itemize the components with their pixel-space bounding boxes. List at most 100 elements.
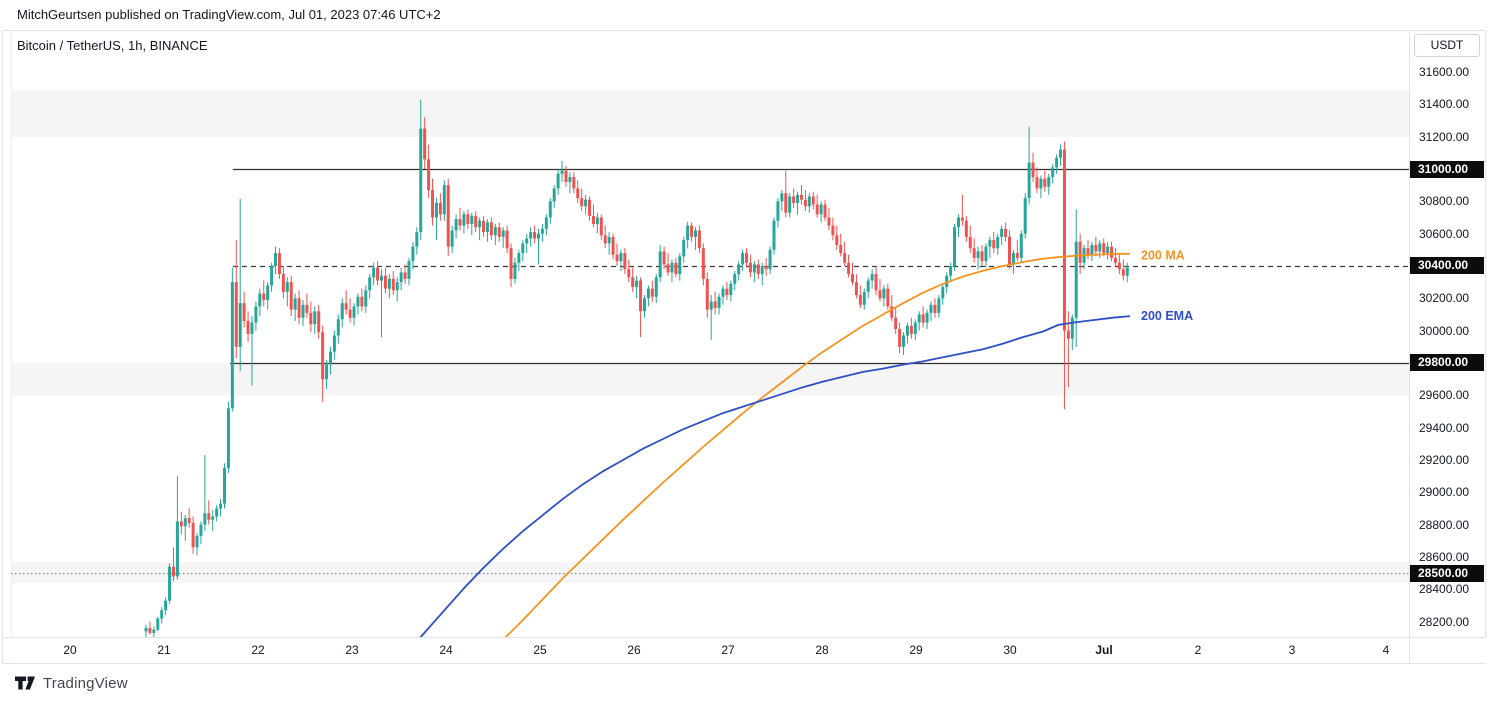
price-tick-28800: 28800.00 xyxy=(1419,517,1470,532)
candle-body xyxy=(878,290,882,299)
candle-body xyxy=(376,267,380,281)
price-tick-30800: 30800.00 xyxy=(1419,194,1470,209)
candle-body xyxy=(564,170,568,182)
candle-body xyxy=(807,196,811,207)
candle-body xyxy=(368,277,372,291)
candle-body xyxy=(1043,178,1047,187)
candle-body xyxy=(686,225,690,241)
tradingview-logo-icon[interactable] xyxy=(14,673,36,693)
candle-body xyxy=(160,610,164,619)
candle-body xyxy=(992,240,996,249)
candle-body xyxy=(603,235,607,244)
candle-body xyxy=(356,296,360,307)
candle-body xyxy=(701,248,705,279)
candle-body xyxy=(945,275,949,288)
candle-body xyxy=(909,325,913,334)
candle-body xyxy=(250,322,254,334)
candle-body xyxy=(623,253,627,270)
candle-body xyxy=(156,618,160,630)
candle-body xyxy=(642,298,646,312)
candle-body xyxy=(254,306,258,323)
candle-body xyxy=(599,217,603,236)
candle-body xyxy=(968,236,972,249)
200-ema-line[interactable] xyxy=(419,315,1131,637)
candle-body xyxy=(650,288,654,297)
price-axis[interactable]: USDT 31600.00 31400.00 31200.00 30800.00 306… xyxy=(1409,31,1485,637)
candle-body xyxy=(788,196,792,213)
candle-body xyxy=(1094,244,1098,252)
candle-body xyxy=(144,628,148,632)
candle-body xyxy=(325,364,329,380)
candle-body xyxy=(462,214,466,226)
candle-body xyxy=(811,196,815,205)
candle-body xyxy=(411,246,415,262)
candle-body xyxy=(152,629,156,633)
time-label-29: 29 xyxy=(909,643,923,657)
candle-body xyxy=(902,335,906,347)
price-band xyxy=(11,89,1409,137)
candle-body xyxy=(395,282,399,291)
candle-body xyxy=(1125,267,1129,276)
200-ma-line[interactable] xyxy=(504,252,1131,637)
candle-body xyxy=(972,248,976,258)
candle-body xyxy=(799,194,803,200)
candle-body xyxy=(427,159,431,191)
candle-body xyxy=(756,264,760,275)
candle-body xyxy=(493,227,497,236)
time-label-4: 4 xyxy=(1382,643,1390,657)
candle-body xyxy=(1102,243,1106,254)
currency-toggle-button[interactable]: USDT xyxy=(1414,34,1480,57)
candle-body xyxy=(1035,177,1039,189)
candle-body xyxy=(148,628,152,633)
candle-body xyxy=(1047,177,1051,187)
candle-body xyxy=(517,253,521,263)
candle-body xyxy=(690,225,694,237)
candle-body xyxy=(301,304,305,318)
candle-body xyxy=(348,309,352,318)
candle-body xyxy=(501,230,505,237)
candle-body xyxy=(815,204,819,215)
candle-body xyxy=(336,319,340,336)
candle-body xyxy=(635,280,639,288)
footer-brand-text[interactable]: TradingView xyxy=(43,674,128,692)
time-axis[interactable]: 20 21 22 23 24 25 26 27 28 29 30 Jul 2 3 4 xyxy=(3,637,1486,664)
candle-body xyxy=(580,198,584,207)
candle-body xyxy=(1059,149,1063,158)
candle-body xyxy=(485,222,489,233)
price-tick-28400: 28400.00 xyxy=(1419,582,1470,597)
candle-body xyxy=(505,230,509,249)
candle-body xyxy=(851,274,854,283)
price-tick-31400: 31400.00 xyxy=(1419,97,1470,112)
price-tick-28200: 28200.00 xyxy=(1419,614,1470,629)
symbol-title[interactable]: Bitcoin / TetherUS, 1h, BINANCE xyxy=(17,38,208,53)
candle-body xyxy=(293,298,297,310)
candle-body xyxy=(1121,269,1125,276)
candle-body xyxy=(631,277,635,288)
price-chart-plot[interactable]: 200 MA 200 EMA xyxy=(3,31,1409,637)
candle-body xyxy=(1110,246,1114,258)
candle-body xyxy=(285,282,289,292)
candle-body xyxy=(996,236,1000,249)
candle-body xyxy=(745,253,749,263)
candle-body xyxy=(752,264,756,273)
candle-body xyxy=(1051,167,1055,178)
candle-body xyxy=(670,262,674,273)
candle-body xyxy=(917,314,921,323)
time-label-21: 21 xyxy=(157,643,171,657)
candle-body xyxy=(1015,253,1019,258)
candle-body xyxy=(258,293,262,307)
candle-body xyxy=(556,173,560,189)
price-tick-30600: 30600.00 xyxy=(1419,226,1470,241)
candle-body xyxy=(796,194,800,203)
candle-body xyxy=(1098,243,1102,252)
candle-body xyxy=(281,274,285,292)
candle-body xyxy=(423,128,427,160)
candle-body xyxy=(615,254,619,262)
candle-body xyxy=(697,230,701,249)
candle-body xyxy=(933,304,937,313)
candle-body xyxy=(1055,157,1059,168)
candle-body xyxy=(313,311,317,325)
candle-body xyxy=(905,325,909,336)
candle-body xyxy=(654,277,658,297)
